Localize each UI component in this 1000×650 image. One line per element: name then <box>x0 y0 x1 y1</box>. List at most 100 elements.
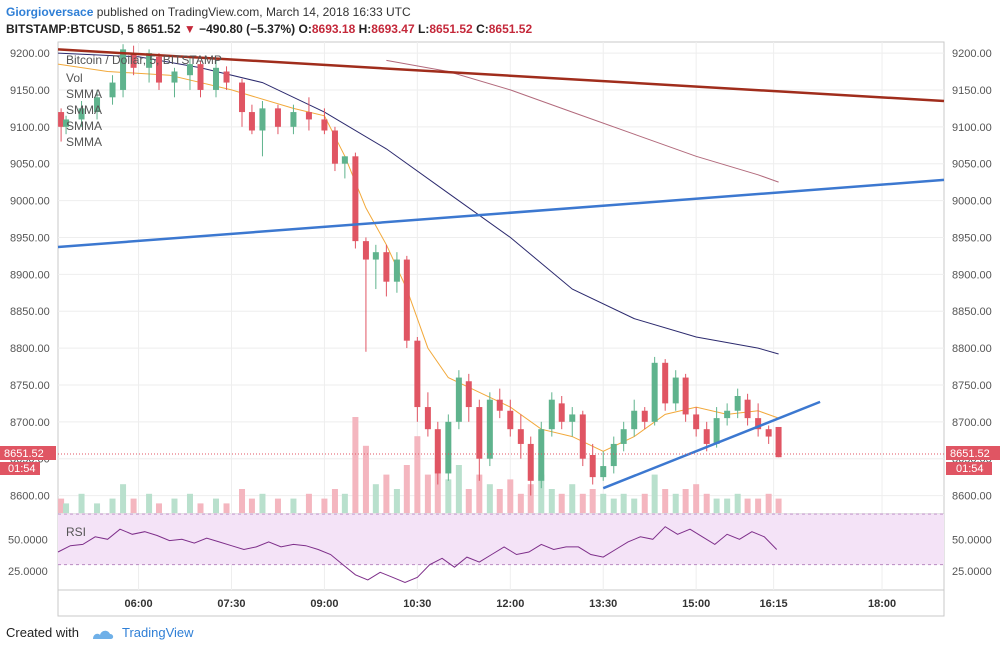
candle-body <box>78 108 85 120</box>
volume-bar <box>527 484 534 513</box>
indicator-smma-1[interactable]: SMMA <box>66 87 102 101</box>
y-tick-label-left: 8700.00 <box>10 417 50 429</box>
candle-body <box>341 156 348 164</box>
change: −490.80 (−5.37%) <box>199 22 296 36</box>
x-tick-label: 09:00 <box>310 598 338 610</box>
candle-body <box>662 362 669 404</box>
volume-bar <box>305 493 312 513</box>
rsi-tick-label-left: 50.0000 <box>8 534 48 546</box>
x-tick-label: 06:00 <box>124 598 152 610</box>
volume-bar <box>610 498 617 513</box>
candle-body <box>393 259 400 282</box>
candle-body <box>527 443 534 481</box>
indicator-smma-3[interactable]: SMMA <box>66 119 102 133</box>
y-tick-label-right: 9050.00 <box>952 159 992 171</box>
volume-bar <box>755 498 762 513</box>
right-price-tag-text: 8651.52 <box>950 448 990 460</box>
volume-bar <box>393 489 400 513</box>
volume-bar <box>146 493 153 513</box>
volume-bar <box>362 445 369 513</box>
candle-body <box>274 108 281 127</box>
volume-bar <box>517 493 524 513</box>
candle-body <box>641 410 648 422</box>
candle-body <box>63 119 70 127</box>
volume-bar <box>239 489 246 513</box>
volume-bar <box>130 498 137 513</box>
candle-body <box>109 82 116 98</box>
candle-body <box>94 97 101 113</box>
volume-bar <box>724 498 731 513</box>
y-tick-label-left: 8600.00 <box>10 491 50 503</box>
candle-body <box>321 119 328 131</box>
y-tick-label-right: 8600.00 <box>952 491 992 503</box>
volume-bar <box>569 484 576 513</box>
x-tick-label: 13:30 <box>589 598 617 610</box>
x-tick-label: 07:30 <box>217 598 245 610</box>
author-link[interactable]: Giorgioversace <box>6 5 94 19</box>
candle-body <box>403 259 410 341</box>
volume-bar <box>341 493 348 513</box>
published-text: published on TradingView.com, March 14, … <box>96 5 411 19</box>
volume-bar <box>631 498 638 513</box>
volume-bar <box>212 498 219 513</box>
tradingview-link[interactable]: TradingView <box>122 625 194 640</box>
candle-body <box>223 71 230 83</box>
y-tick-label-right: 9100.00 <box>952 122 992 134</box>
publish-info: Giorgioversace published on TradingView.… <box>6 5 411 19</box>
indicator-vol[interactable]: Vol <box>66 71 83 85</box>
volume-bar <box>403 465 410 513</box>
candle-body <box>569 414 576 422</box>
candle-body <box>486 399 493 459</box>
right-price-tag <box>946 446 1000 460</box>
symbol: BITSTAMP:BTCUSD, 5 <box>6 22 134 36</box>
volume-bar <box>641 493 648 513</box>
indicator-smma-2[interactable]: SMMA <box>66 103 102 117</box>
volume-bar <box>274 498 281 513</box>
candle-body <box>589 455 596 478</box>
candle-body <box>765 429 772 437</box>
volume-bar <box>434 460 441 513</box>
volume-bar <box>290 498 297 513</box>
candle-body <box>579 414 586 459</box>
volume-bar <box>693 484 700 513</box>
low-value: 8651.52 <box>429 22 473 36</box>
open-label: O: <box>298 22 312 36</box>
indicator-smma-4[interactable]: SMMA <box>66 135 102 149</box>
candle-body <box>610 443 617 467</box>
volume-bar <box>197 503 204 513</box>
candle-body <box>744 399 751 419</box>
volume-bar <box>775 498 782 513</box>
candle-body <box>239 82 246 113</box>
left-price-tag <box>0 446 56 460</box>
footer: Created with TradingView <box>6 625 194 641</box>
y-tick-label-left: 8950.00 <box>10 232 50 244</box>
volume-bar <box>259 493 266 513</box>
candle-body <box>372 252 379 260</box>
open-value: 8693.18 <box>311 22 356 36</box>
candle-body <box>259 108 266 131</box>
volume-bar <box>321 498 328 513</box>
volume-bar <box>383 474 390 513</box>
candle-body <box>465 381 472 408</box>
time-axis <box>57 589 945 617</box>
volume-bar <box>331 489 338 513</box>
candle-body <box>362 241 369 260</box>
volume-bar <box>662 489 669 513</box>
volume-bar <box>155 503 162 513</box>
volume-bar <box>109 498 116 513</box>
y-tick-label-left: 9050.00 <box>10 159 50 171</box>
candle-body <box>455 377 462 422</box>
y-tick-label-left: 9200.00 <box>10 48 50 60</box>
rsi-tick-label-right: 25.0000 <box>952 566 992 578</box>
candle-body <box>517 429 524 444</box>
volume-bar <box>445 479 452 513</box>
chart-title: Bitcoin / Dollar, 5, BITSTAMP <box>66 53 222 67</box>
volume-bar <box>78 493 85 513</box>
volume-bar <box>579 493 586 513</box>
rsi-label[interactable]: RSI <box>66 525 86 539</box>
blue-trendline <box>57 178 945 249</box>
y-tick-label-right: 8800.00 <box>952 343 992 355</box>
descending-resistance-trendline <box>57 48 945 103</box>
candle-body <box>212 67 219 90</box>
